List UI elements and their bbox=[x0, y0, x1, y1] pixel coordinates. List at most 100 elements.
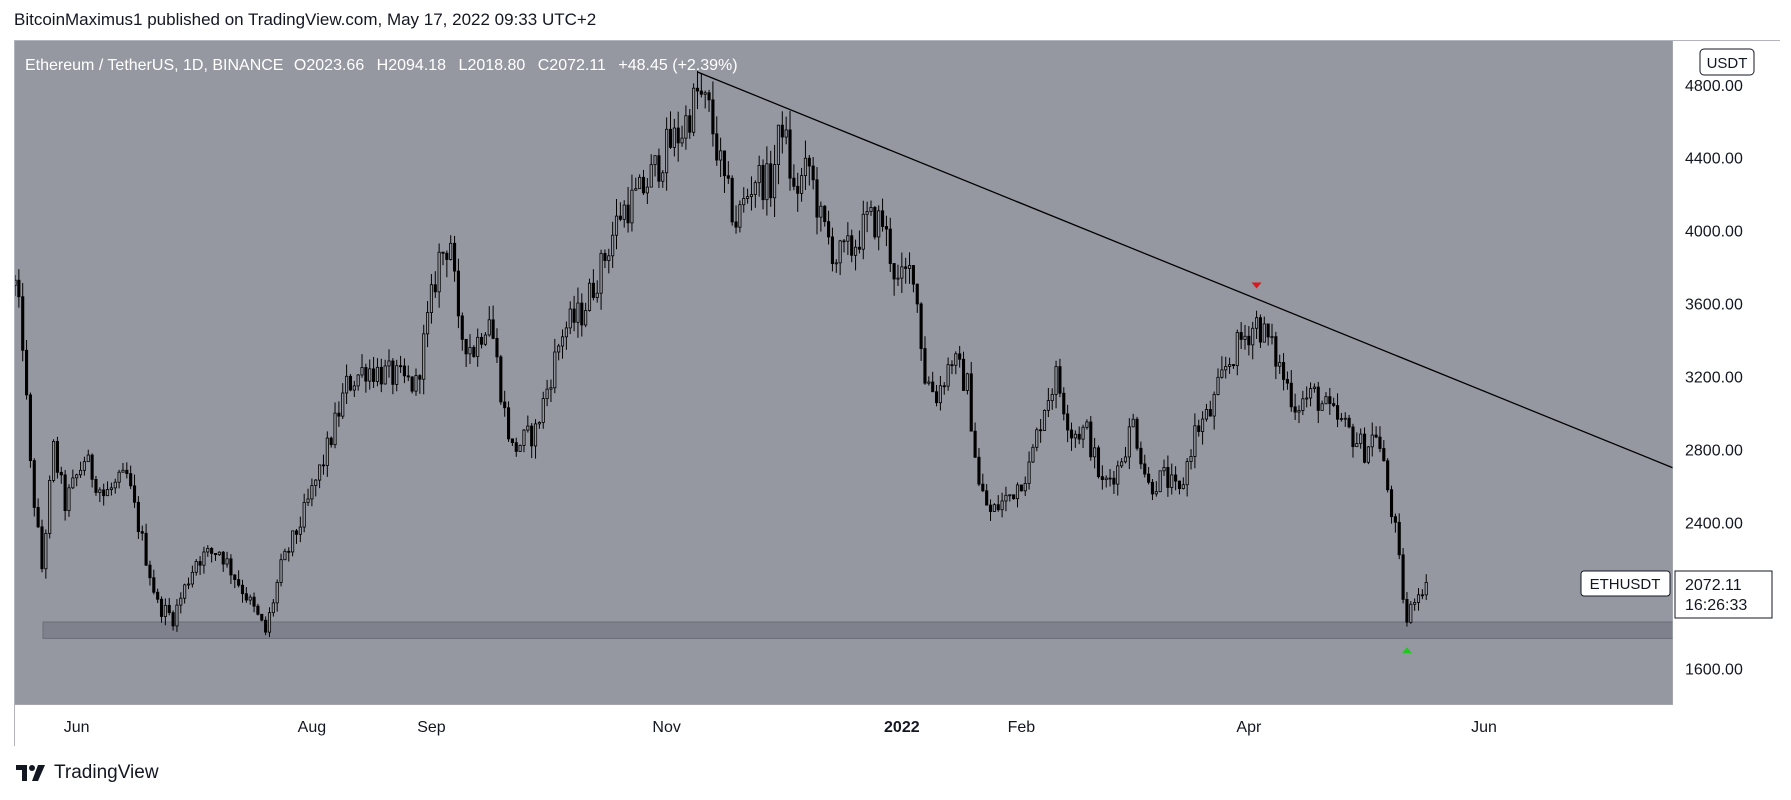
chart-svg[interactable]: 4800.00 4400.00 4000.00 3600.00 3200.00 2800.… bbox=[15, 41, 1781, 747]
candle bbox=[1046, 387, 1050, 418]
candle bbox=[850, 229, 854, 263]
candle-body bbox=[25, 349, 29, 396]
candle-body bbox=[950, 364, 954, 367]
candle bbox=[514, 437, 518, 457]
candle-body bbox=[1362, 433, 1367, 463]
candle bbox=[410, 376, 414, 394]
candle-body bbox=[1116, 465, 1120, 485]
symbol-tag-label: ETHUSDT bbox=[1590, 576, 1661, 593]
candle bbox=[961, 351, 966, 391]
candle bbox=[1154, 481, 1158, 497]
candle bbox=[48, 475, 52, 539]
candle bbox=[283, 548, 287, 561]
candle-body bbox=[217, 551, 221, 556]
candle bbox=[1170, 463, 1174, 495]
candle-body bbox=[1201, 418, 1205, 432]
candle-body bbox=[291, 530, 295, 553]
candle-body bbox=[873, 207, 877, 238]
candle-body bbox=[310, 485, 314, 500]
time-tick-label: 2022 bbox=[884, 719, 920, 736]
candle bbox=[348, 374, 353, 392]
candle bbox=[626, 186, 630, 233]
time-axis[interactable]: Jun Aug Sep Nov 2022 Feb Apr Jun bbox=[15, 705, 1781, 747]
candle bbox=[294, 529, 299, 544]
candle-body bbox=[545, 388, 549, 399]
candle-body bbox=[641, 176, 646, 194]
time-tick-label: Apr bbox=[1236, 719, 1262, 736]
candle bbox=[341, 383, 345, 419]
candle-body bbox=[63, 474, 67, 512]
candle-body bbox=[780, 124, 784, 138]
candle bbox=[803, 140, 807, 191]
last-price-value: 2072.11 bbox=[1685, 577, 1742, 594]
candle bbox=[1004, 486, 1008, 512]
candle-body bbox=[580, 302, 584, 326]
candle bbox=[310, 478, 314, 507]
footer-brand[interactable]: TradingView bbox=[54, 762, 159, 783]
candle-body bbox=[1096, 447, 1101, 478]
candle-body bbox=[942, 385, 946, 388]
candle bbox=[676, 111, 680, 162]
candle-body bbox=[1393, 516, 1397, 523]
candle bbox=[1193, 413, 1197, 469]
candle-body bbox=[136, 501, 140, 533]
candle-body bbox=[854, 246, 858, 256]
candle bbox=[1050, 388, 1054, 410]
candle bbox=[784, 116, 788, 145]
candle bbox=[44, 529, 48, 579]
candle-body bbox=[1123, 456, 1128, 463]
candle bbox=[1355, 432, 1359, 448]
candle bbox=[98, 487, 102, 502]
time-tick-label: Jun bbox=[1471, 719, 1497, 736]
candle bbox=[433, 271, 437, 298]
candle-body bbox=[1185, 461, 1189, 486]
candle bbox=[102, 483, 106, 506]
candle-body bbox=[248, 596, 252, 601]
candle-body bbox=[1066, 413, 1070, 431]
candle-body bbox=[491, 319, 495, 339]
candle-body bbox=[1270, 336, 1274, 339]
candle bbox=[163, 598, 167, 626]
candle bbox=[773, 144, 777, 218]
candle-body bbox=[722, 150, 727, 177]
candle-body bbox=[695, 87, 700, 92]
candle bbox=[904, 257, 908, 284]
candle bbox=[503, 390, 507, 417]
currency-badge[interactable]: USDT bbox=[1699, 48, 1755, 76]
candle-body bbox=[414, 375, 418, 392]
price-tick-label: 2800.00 bbox=[1685, 443, 1743, 460]
candle bbox=[1166, 455, 1170, 497]
candle bbox=[946, 357, 950, 391]
candle bbox=[302, 493, 306, 533]
candle-body bbox=[969, 373, 973, 432]
candle-body bbox=[433, 284, 437, 293]
candle bbox=[125, 462, 129, 479]
symbol-price-tag[interactable]: ETHUSDT 2072.11 16:26:33 bbox=[1580, 570, 1773, 619]
candle-body bbox=[1197, 425, 1201, 432]
candle bbox=[788, 110, 792, 191]
candle-body bbox=[1355, 443, 1359, 448]
candle bbox=[576, 287, 580, 338]
candle bbox=[830, 227, 834, 272]
candle bbox=[934, 384, 939, 407]
tradingview-logo-icon[interactable] bbox=[14, 762, 48, 784]
candle-body bbox=[306, 498, 310, 503]
candle bbox=[252, 592, 256, 613]
candle-body bbox=[1027, 461, 1031, 484]
candle-body bbox=[213, 553, 218, 556]
candle bbox=[923, 336, 927, 385]
candle-body bbox=[753, 182, 757, 195]
plot-area[interactable] bbox=[15, 41, 1673, 705]
candle bbox=[827, 210, 831, 245]
candle-body bbox=[67, 487, 71, 512]
candle bbox=[881, 198, 885, 232]
last-price-box bbox=[1674, 570, 1773, 619]
candle bbox=[499, 354, 503, 405]
candle bbox=[1120, 458, 1124, 468]
candle-body bbox=[1374, 434, 1378, 438]
candle-body bbox=[1420, 594, 1424, 597]
candle-body bbox=[934, 391, 939, 404]
candle bbox=[915, 283, 919, 313]
candle bbox=[1343, 412, 1347, 427]
candle-body bbox=[1320, 403, 1324, 411]
